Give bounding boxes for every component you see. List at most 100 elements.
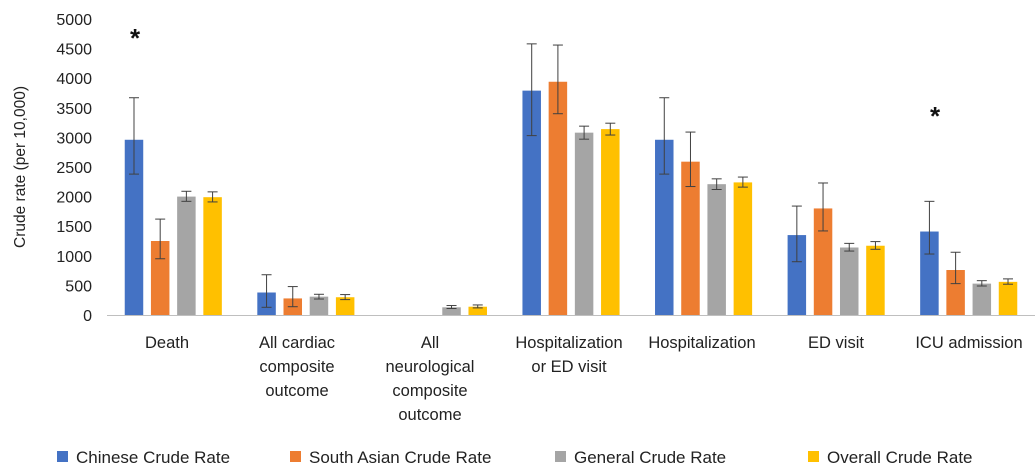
bar bbox=[309, 296, 329, 315]
y-axis-title: Crude rate (per 10,000) bbox=[12, 86, 29, 248]
y-tick-label: 2000 bbox=[56, 190, 92, 207]
bar bbox=[972, 283, 992, 315]
legend-label: General Crude Rate bbox=[574, 448, 726, 467]
bar bbox=[733, 182, 753, 315]
bar bbox=[150, 241, 170, 315]
error-bar bbox=[579, 125, 590, 140]
bar bbox=[203, 197, 222, 315]
y-axis-ticks: 0 500 1000 1500 2000 2500 3000 3500 4000 4500 5000 bbox=[56, 12, 92, 325]
category-line: outcome bbox=[398, 406, 461, 424]
error-bar bbox=[472, 304, 483, 309]
error-bar bbox=[976, 280, 987, 287]
legend-label: Chinese Crude Rate bbox=[76, 448, 230, 467]
bar bbox=[177, 196, 196, 315]
error-bar bbox=[340, 294, 351, 301]
error-bar bbox=[605, 122, 616, 136]
legend-swatch bbox=[808, 451, 819, 462]
bar bbox=[787, 235, 807, 315]
y-axis-label: Crude rate (per 10,000) bbox=[12, 86, 29, 248]
error-bar bbox=[552, 44, 563, 115]
significance-asterisk: * bbox=[930, 101, 941, 131]
bar bbox=[574, 132, 594, 315]
bar bbox=[946, 270, 965, 315]
bar bbox=[335, 297, 355, 315]
annotations: ** bbox=[130, 23, 941, 131]
category-line: outcome bbox=[265, 382, 328, 400]
y-tick-label: 3000 bbox=[56, 130, 92, 147]
x-axis-categories: Death All cardiac composite outcome All neuro… bbox=[145, 334, 1023, 424]
bar bbox=[468, 306, 487, 315]
y-tick-label: 2500 bbox=[56, 160, 92, 177]
category-line: Hospitalization bbox=[648, 334, 755, 352]
y-tick-label: 0 bbox=[83, 308, 92, 325]
error-bar bbox=[924, 200, 935, 255]
x-category-label: Hospitalization bbox=[648, 334, 755, 352]
legend-label: Overall Crude Rate bbox=[827, 448, 973, 467]
error-bar bbox=[870, 241, 881, 250]
bar bbox=[998, 281, 1018, 315]
error-bar bbox=[950, 251, 961, 285]
category-line: All cardiac bbox=[259, 334, 335, 352]
error-bar bbox=[844, 242, 855, 252]
error-bar bbox=[685, 131, 696, 188]
error-bar bbox=[1003, 278, 1014, 285]
y-tick-label: 1000 bbox=[56, 249, 92, 266]
error-bar bbox=[287, 286, 298, 308]
x-category-label: All neurological composite outcome bbox=[386, 334, 475, 424]
legend-swatch bbox=[57, 451, 68, 462]
error-bar bbox=[261, 274, 272, 308]
legend: Chinese Crude Rate South Asian Crude Rate… bbox=[57, 448, 973, 467]
category-line: ED visit bbox=[808, 334, 864, 352]
error-bar bbox=[711, 178, 722, 190]
category-line: ICU admission bbox=[915, 334, 1022, 352]
category-line: composite bbox=[392, 382, 467, 400]
error-bar bbox=[181, 190, 192, 202]
bar bbox=[124, 139, 144, 315]
y-tick-label: 4500 bbox=[56, 42, 92, 59]
y-tick-label: 5000 bbox=[56, 12, 92, 29]
legend-item: Overall Crude Rate bbox=[808, 448, 973, 467]
legend-item: Chinese Crude Rate bbox=[57, 448, 230, 467]
y-tick-label: 3500 bbox=[56, 101, 92, 118]
legend-label: South Asian Crude Rate bbox=[309, 448, 491, 467]
category-line: composite bbox=[259, 358, 334, 376]
x-category-label: All cardiac composite outcome bbox=[259, 334, 335, 400]
category-line: neurological bbox=[386, 358, 475, 376]
error-bar bbox=[791, 205, 802, 263]
error-bar bbox=[128, 97, 139, 175]
bar-groups bbox=[124, 81, 1018, 315]
error-bar bbox=[446, 305, 457, 309]
error-bar bbox=[659, 97, 670, 175]
legend-item: General Crude Rate bbox=[555, 448, 726, 467]
bar bbox=[522, 90, 541, 315]
legend-swatch bbox=[555, 451, 566, 462]
bar bbox=[813, 208, 833, 315]
legend-swatch bbox=[290, 451, 301, 462]
error-bar bbox=[313, 293, 324, 300]
significance-asterisk: * bbox=[130, 23, 141, 53]
y-tick-label: 1500 bbox=[56, 219, 92, 236]
bar bbox=[601, 129, 620, 315]
bar bbox=[839, 247, 859, 315]
bar bbox=[548, 81, 568, 315]
y-tick-label: 4000 bbox=[56, 71, 92, 88]
category-line: Hospitalization bbox=[515, 334, 622, 352]
x-category-label: Death bbox=[145, 334, 189, 352]
legend-item: South Asian Crude Rate bbox=[290, 448, 491, 467]
error-bar bbox=[526, 43, 537, 137]
bar bbox=[707, 184, 726, 315]
x-category-label: ICU admission bbox=[915, 334, 1022, 352]
error-bar bbox=[155, 218, 166, 260]
bar bbox=[920, 231, 939, 315]
error-bar bbox=[207, 191, 218, 203]
bar bbox=[655, 139, 674, 315]
x-category-label: ED visit bbox=[808, 334, 864, 352]
x-category-label: Hospitalization or ED visit bbox=[515, 334, 622, 376]
y-tick-label: 500 bbox=[65, 278, 92, 295]
category-line: All bbox=[421, 334, 439, 352]
error-bars bbox=[128, 43, 1014, 309]
error-bar bbox=[737, 176, 748, 188]
category-line: or ED visit bbox=[531, 358, 607, 376]
bar bbox=[866, 245, 885, 315]
